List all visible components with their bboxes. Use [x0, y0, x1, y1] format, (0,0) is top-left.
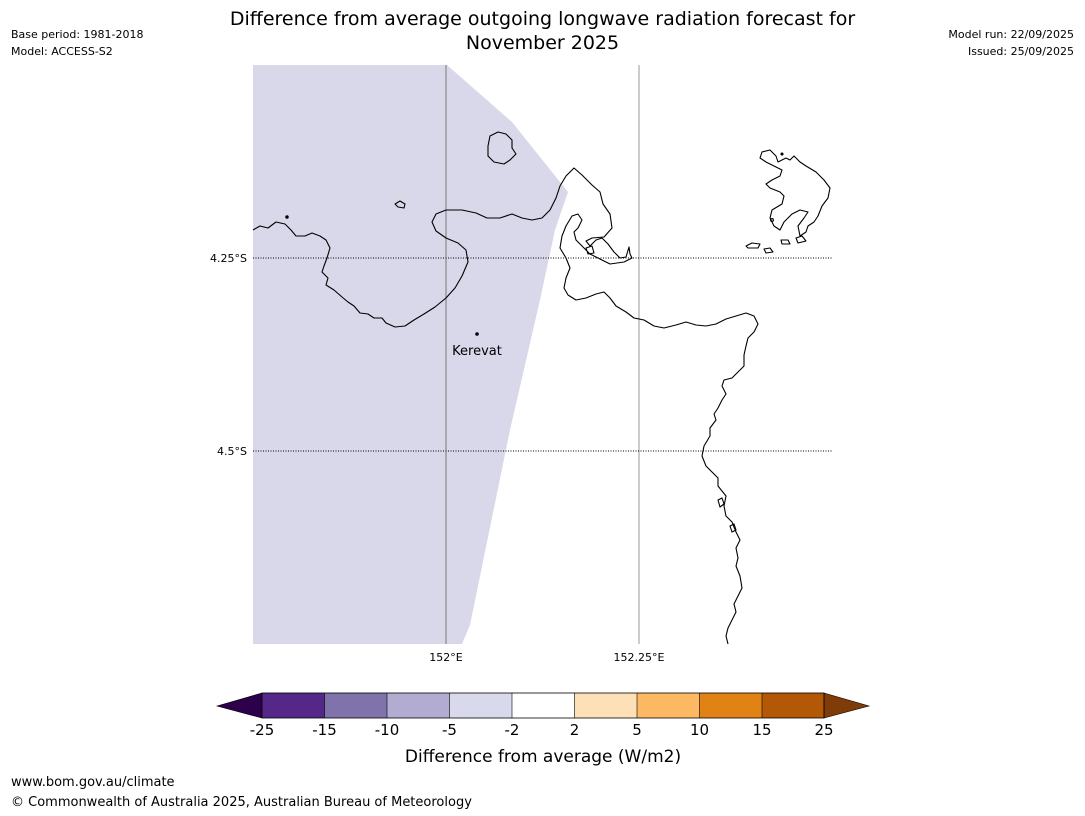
colorbar-bin-4 — [449, 693, 512, 718]
island-northeast — [759, 149, 831, 237]
colorbar-bin-5 — [512, 693, 575, 718]
islet-west — [394, 200, 406, 209]
colorbar-tick-6: 5 — [632, 721, 642, 739]
coastlines — [252, 131, 831, 645]
colorbar-bin-2 — [324, 693, 387, 718]
lat-label-4-25s: 4.25°S — [210, 252, 247, 265]
islet-east-1 — [717, 497, 725, 508]
coastline-west — [252, 167, 759, 645]
colorbar-bin-6 — [574, 693, 637, 718]
colorbar-extend-high — [823, 692, 871, 719]
model-run-text: Model run: 22/09/2025 — [948, 28, 1074, 41]
kerevat-marker — [475, 332, 479, 336]
island-north — [487, 131, 517, 165]
lon-label-152-25e: 152.25°E — [614, 651, 665, 664]
colorbar-tick-2: -10 — [375, 721, 400, 739]
title-line-2: November 2025 — [465, 32, 620, 54]
colorbar-tick-1: -15 — [312, 721, 337, 739]
islet-ne-1 — [745, 242, 761, 249]
colorbar-extend-low — [215, 692, 263, 719]
anomaly-region-shading — [253, 65, 568, 644]
colorbar-tick-3: -5 — [442, 721, 457, 739]
colorbar-tick-5: 2 — [570, 721, 580, 739]
islet-speck-3 — [780, 152, 784, 156]
colorbar-bin-1 — [262, 693, 325, 718]
islet-east-2 — [729, 523, 737, 533]
model-text: Model: ACCESS-S2 — [11, 45, 113, 58]
issued-text: Issued: 25/09/2025 — [967, 45, 1074, 58]
islet-ne-2 — [763, 247, 774, 254]
footer-copyright: © Commonwealth of Australia 2025, Austra… — [11, 795, 472, 810]
islet-speck-1 — [285, 215, 289, 219]
header-left-info: Base period: 1981-2018 Model: ACCESS-S2 — [11, 26, 143, 60]
colorbar-tick-8: 15 — [752, 721, 771, 739]
colorbar-bin-8 — [699, 693, 762, 718]
colorbar-tick-9: 25 — [814, 721, 833, 739]
colorbar: -25 -15 -10 -5 -2 2 5 10 15 25 Differenc… — [215, 692, 871, 767]
title-line-1: Difference from average outgoing longwav… — [229, 8, 856, 30]
islet-ne-5 — [585, 245, 595, 255]
map-title: Difference from average outgoing longwav… — [170, 7, 915, 55]
lat-label-4-5s: 4.5°S — [217, 445, 247, 458]
base-period-text: Base period: 1981-2018 — [11, 28, 144, 41]
colorbar-frame — [261, 692, 825, 719]
kerevat-label: Kerevat — [452, 344, 502, 359]
colorbar-tick-4: -2 — [505, 721, 520, 739]
islet-speck-2 — [770, 218, 774, 222]
islet-ne-4 — [795, 235, 807, 244]
colorbar-bin-9 — [762, 693, 824, 718]
header-right-info: Model run: 22/09/2025 Issued: 25/09/2025 — [948, 26, 1074, 60]
colorbar-bin-3 — [387, 693, 450, 718]
colorbar-tick-7: 10 — [690, 721, 709, 739]
lon-label-152e: 152°E — [429, 651, 462, 664]
colorbar-title: Difference from average (W/m2) — [405, 747, 681, 767]
footer-url[interactable]: www.bom.gov.au/climate — [11, 775, 175, 790]
colorbar-tick-0: -25 — [250, 721, 275, 739]
colorbar-bin-7 — [637, 693, 700, 718]
islet-ne-3 — [780, 239, 791, 245]
